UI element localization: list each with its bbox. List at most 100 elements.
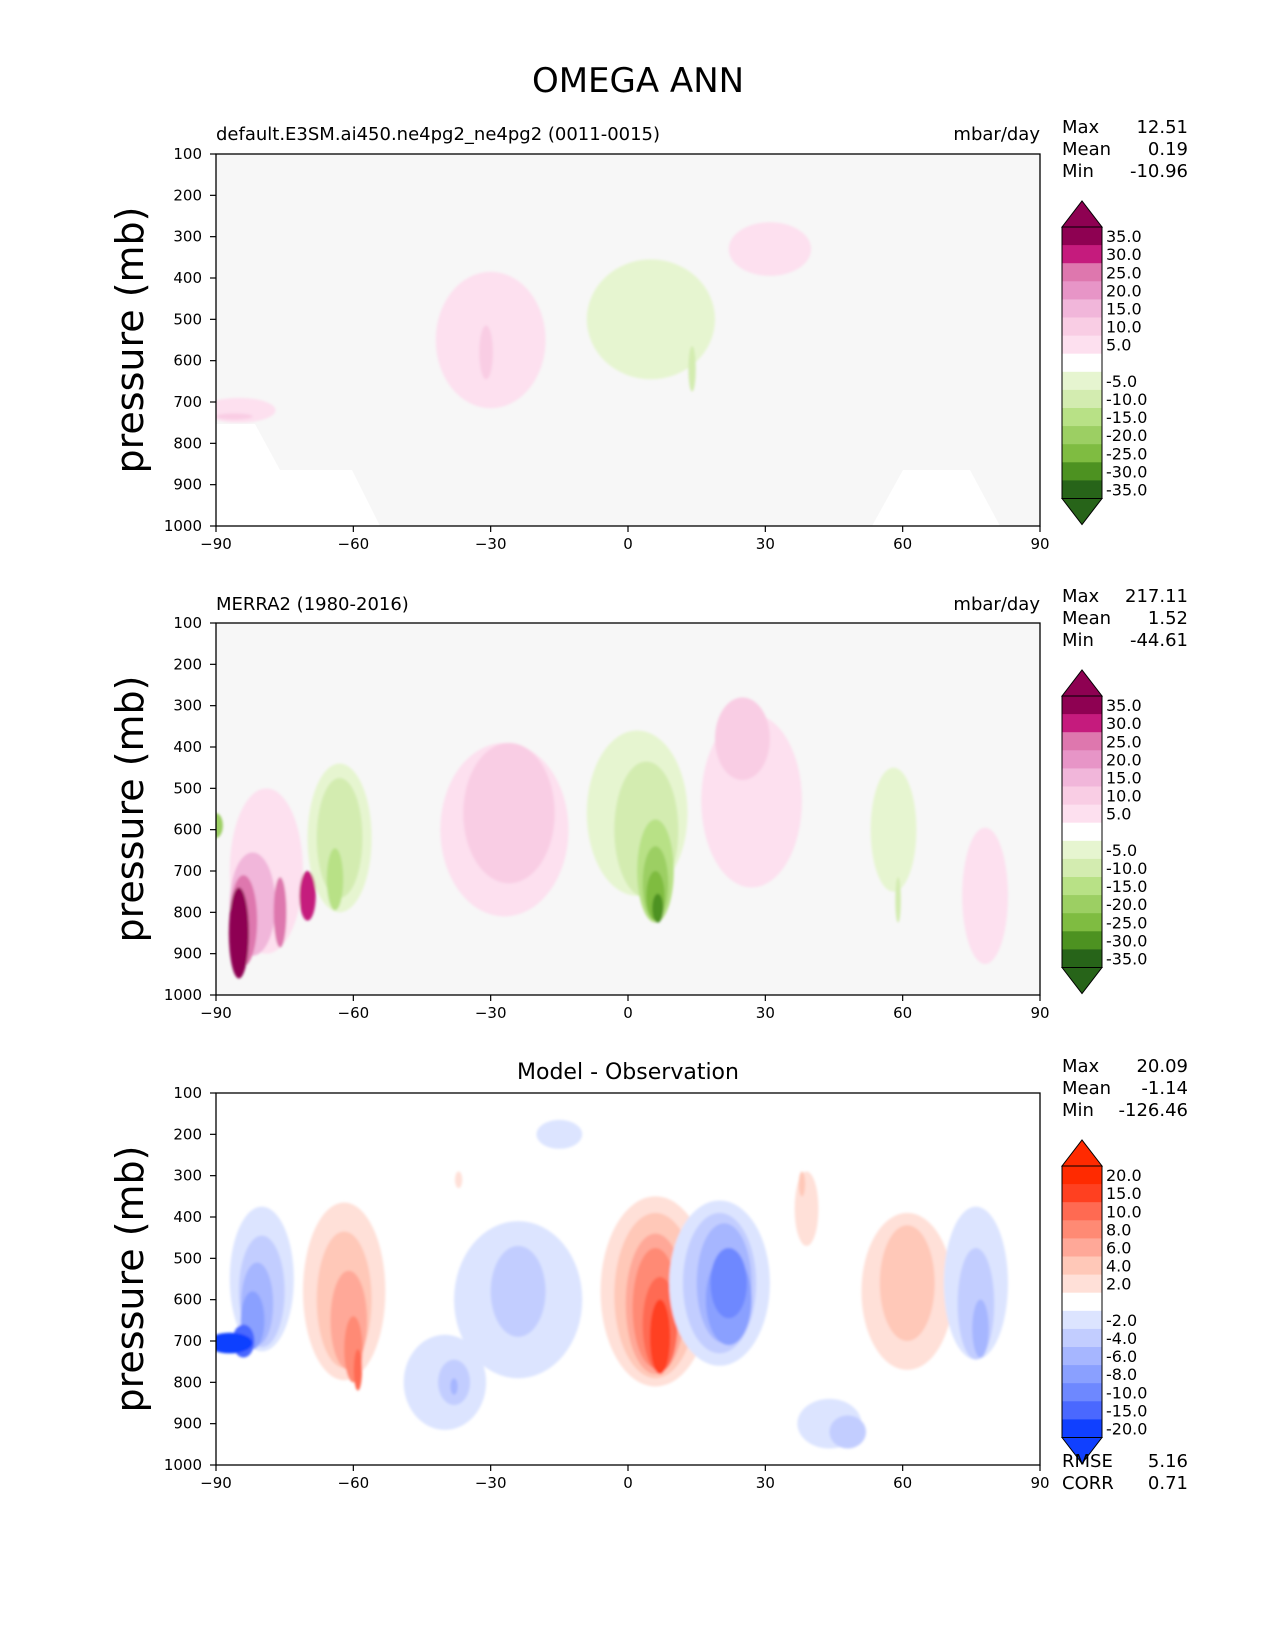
- panel-observation: MERRA2 (1980-2016) mbar/day pressure (mb…: [108, 586, 1188, 1022]
- stat-value-max: 20.09: [1136, 1056, 1188, 1077]
- stat-label-mean: Mean: [1062, 139, 1111, 160]
- panel2-stats: Max 217.11 Mean 1.52 Min -44.61: [1062, 586, 1188, 651]
- colorbar-label: -20.0: [1106, 426, 1147, 445]
- x-tick-label: 60: [893, 1474, 912, 1492]
- figure-title: OMEGA ANN: [532, 61, 744, 101]
- y-tick-label: 1000: [164, 517, 202, 535]
- panel1-units: mbar/day: [953, 124, 1040, 145]
- colorbar-label: 15.0: [1106, 1184, 1142, 1203]
- y-tick-label: 800: [173, 903, 202, 921]
- x-tick-label: 90: [1030, 1474, 1049, 1492]
- stat-label-max: Max: [1062, 586, 1100, 607]
- contour-region-16: [450, 1378, 458, 1395]
- panel-difference: Model - Observation pressure (mb) −90 −60…: [108, 1056, 1188, 1494]
- x-tick-label: 60: [893, 1004, 912, 1022]
- contour-region-28: [710, 1248, 748, 1319]
- colorbar-extend-max: [1060, 200, 1104, 228]
- colorbar-swatch: [1062, 1184, 1102, 1203]
- x-tick-label: 0: [623, 535, 633, 553]
- colorbar-swatch: [1062, 949, 1102, 968]
- colorbar-label: -35.0: [1106, 949, 1147, 968]
- colorbar-swatch: [1062, 299, 1102, 318]
- y-tick-label: 200: [173, 655, 202, 673]
- colorbar-swatch: [1062, 426, 1102, 445]
- colorbar-swatch: [1062, 1220, 1102, 1239]
- colorbar-label: 15.0: [1106, 299, 1142, 318]
- colorbar-swatch: [1062, 1256, 1102, 1275]
- colorbar-label: -25.0: [1106, 444, 1147, 463]
- panel3-ylabel: pressure (mb): [108, 1145, 152, 1412]
- y-tick-label: 600: [173, 821, 202, 839]
- colorbar-label: 5.0: [1106, 805, 1131, 824]
- metric-value-corr: 0.71: [1148, 1473, 1188, 1494]
- colorbar-label: -35.0: [1106, 480, 1147, 499]
- contour-region-13: [714, 697, 770, 781]
- x-tick-label: 0: [623, 1004, 633, 1022]
- stat-label-min: Min: [1062, 1100, 1094, 1121]
- stat-value-max: 217.11: [1125, 586, 1188, 607]
- panel2-plot-area: [216, 623, 1040, 995]
- colorbar-swatch: [1062, 840, 1102, 860]
- x-tick-label: 90: [1030, 535, 1049, 553]
- contour-region-34: [879, 1225, 935, 1341]
- panel1-surface-mask-left: [216, 424, 380, 526]
- panel3-metrics: RMSE 5.16 CORR 0.71: [1062, 1451, 1188, 1494]
- x-tick-label: 90: [1030, 1004, 1049, 1022]
- stat-label-min: Min: [1062, 630, 1094, 651]
- colorbar-swatch: [1062, 1166, 1102, 1185]
- panel3-colorbar: 20.015.010.08.06.04.02.0 -2.0-4.0-6.0-8.0…: [1060, 1139, 1147, 1465]
- stat-value-mean: 0.19: [1148, 139, 1188, 160]
- contour-region-2: [463, 742, 555, 884]
- colorbar-label: -30.0: [1106, 462, 1147, 481]
- colorbar-swatch: [1062, 895, 1102, 914]
- colorbar-label: 10.0: [1106, 1202, 1142, 1221]
- colorbar-label: 6.0: [1106, 1238, 1131, 1257]
- colorbar-swatch: [1062, 263, 1102, 282]
- panel1-axes: −90 −60 −30 0 30 60 90 100 200 300 400 500 600 700 800…: [164, 145, 1050, 553]
- contour-region-32: [798, 1171, 806, 1197]
- colorbar-swatch: [1062, 371, 1102, 391]
- x-tick-label: 60: [893, 535, 912, 553]
- y-tick-label: 700: [173, 862, 202, 880]
- y-tick-label: 400: [173, 738, 202, 756]
- contour-region-11: [216, 1332, 253, 1354]
- contour-region-5: [728, 222, 812, 276]
- colorbar-swatch: [1062, 408, 1102, 427]
- colorbar-swatch: [1062, 1310, 1102, 1330]
- colorbar-label: 30.0: [1106, 245, 1142, 264]
- y-tick-label: 600: [173, 1291, 202, 1309]
- y-tick-label: 500: [173, 779, 202, 797]
- x-tick-label: −90: [200, 535, 232, 553]
- metric-value-rmse: 5.16: [1148, 1451, 1188, 1472]
- colorbar-swatch: [1062, 389, 1102, 409]
- colorbar-label: 10.0: [1106, 318, 1142, 337]
- contour-region-21: [273, 877, 287, 948]
- contour-region-20: [228, 887, 249, 979]
- y-tick-label: 800: [173, 1373, 202, 1391]
- colorbar-label: 4.0: [1106, 1257, 1131, 1276]
- colorbar-label: 35.0: [1106, 696, 1142, 715]
- stat-label-max: Max: [1062, 117, 1100, 138]
- panel3-title: Model - Observation: [517, 1060, 739, 1085]
- x-tick-label: −90: [200, 1474, 232, 1492]
- x-tick-label: −30: [475, 1004, 507, 1022]
- contour-region-15: [895, 877, 901, 923]
- colorbar-label: 30.0: [1106, 714, 1142, 733]
- x-tick-label: 30: [756, 1004, 775, 1022]
- y-tick-label: 500: [173, 310, 202, 328]
- x-tick-label: −30: [475, 1474, 507, 1492]
- colorbar-swatch: [1062, 913, 1102, 932]
- colorbar-swatch: [1062, 444, 1102, 463]
- contour-region-3: [586, 259, 715, 380]
- colorbar-label: 25.0: [1106, 732, 1142, 751]
- colorbar-frame: [1061, 1165, 1103, 1438]
- panel3-plot-area: [216, 1093, 1040, 1465]
- colorbar-label: 20.0: [1106, 750, 1142, 769]
- colorbar-swatch: [1062, 1328, 1102, 1348]
- colorbar-swatch: [1062, 931, 1102, 950]
- colorbar-label: -10.0: [1106, 1383, 1147, 1402]
- panel2-colorbar: 35.030.025.020.015.010.05.0 -5.0-10.0-15.…: [1060, 669, 1147, 995]
- panel2-axes: −90 −60 −30 0 30 60 90 100 200 300 400 500 600 700 800…: [164, 614, 1050, 1022]
- contour-region-2: [479, 325, 493, 380]
- contour-region-30: [829, 1415, 867, 1449]
